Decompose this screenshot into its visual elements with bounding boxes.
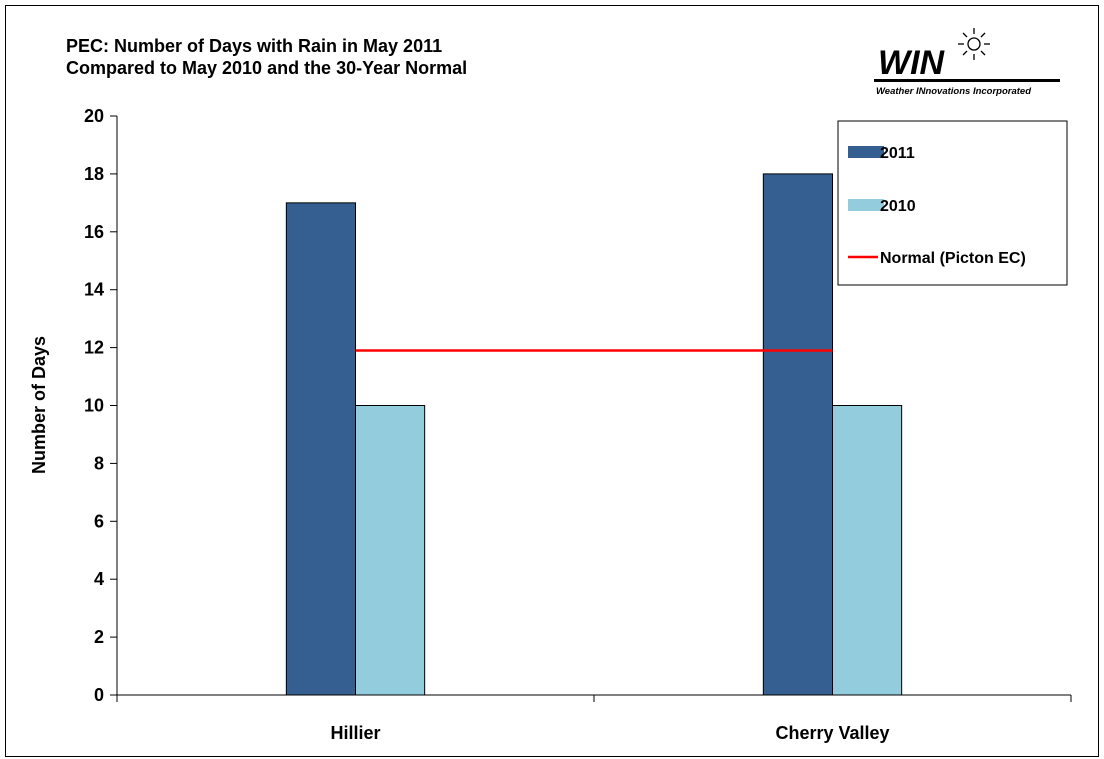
y-axis-title: Number of Days: [29, 336, 49, 474]
legend: 2011 2010 Normal (Picton EC): [837, 120, 1068, 286]
y-tick-label: 20: [84, 106, 104, 126]
legend-swatch-2011: [848, 146, 884, 158]
bar-2010-hillier: [355, 405, 426, 696]
x-tick-label: Hillier: [330, 723, 380, 743]
chart-title-line-1: PEC: Number of Days with Rain in May 201…: [66, 36, 443, 56]
axes: [110, 115, 1072, 702]
y-tick-label: 0: [94, 685, 104, 705]
legend-label-2010: 2010: [880, 198, 916, 215]
bars: [285, 173, 903, 696]
chart-title: PEC: Number of Days with Rain in May 201…: [66, 35, 467, 79]
legend-label-2011: 2011: [880, 145, 915, 162]
y-tick-label: 16: [84, 222, 104, 242]
y-tick-labels: 0 2 4 6 8 10 12 14 16 18 20: [84, 106, 104, 705]
y-tick-label: 4: [94, 569, 104, 589]
y-tick-label: 14: [84, 280, 104, 300]
bar-2011-cherry-valley: [762, 173, 834, 696]
x-tick-labels: Hillier Cherry Valley: [330, 723, 889, 743]
y-tick-label: 10: [84, 396, 104, 416]
y-tick-label: 18: [84, 164, 104, 184]
logo-tagline: Weather INnovations Incorporated: [876, 86, 1031, 97]
bar-2010-cherry-valley: [832, 405, 903, 696]
win-logo: WIN Weather INnovations Incorporated: [874, 28, 1060, 97]
y-tick-label: 12: [84, 338, 104, 358]
logo-underline: [874, 79, 1060, 82]
sun-icon: [958, 28, 990, 60]
bar-2011-hillier: [285, 202, 356, 696]
legend-swatch-2010: [848, 199, 884, 211]
y-tick-label: 8: [94, 453, 104, 473]
y-tick-label: 6: [94, 511, 104, 531]
legend-label-normal: Normal (Picton EC): [880, 250, 1026, 267]
logo-wordmark: WIN: [878, 44, 946, 82]
y-tick-label: 2: [94, 627, 104, 647]
x-tick-label: Cherry Valley: [775, 723, 889, 743]
chart-title-line-2: Compared to May 2010 and the 30-Year Nor…: [66, 58, 468, 78]
